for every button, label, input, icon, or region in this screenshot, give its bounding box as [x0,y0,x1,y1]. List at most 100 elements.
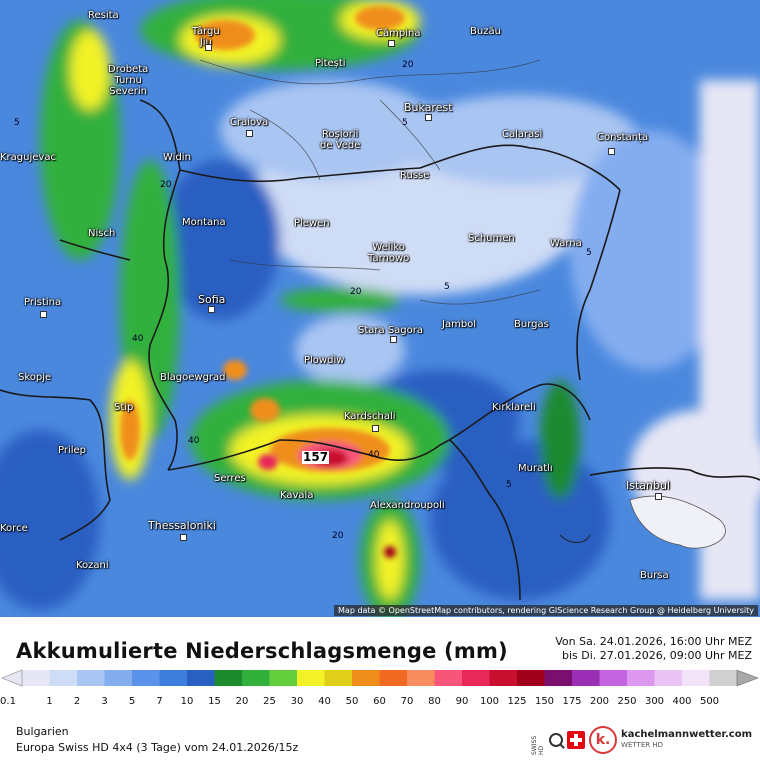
city-label: Pristina [24,297,62,308]
model-info: Europa Swiss HD 4x4 (3 Tage) vom 24.01.2… [16,741,299,754]
magnifier-icon [549,733,564,747]
city-label: Plowdiw [304,355,345,366]
scale-swatch [297,670,325,686]
scale-swatch [489,670,518,686]
city-marker [180,534,187,541]
scale-swatch [407,670,435,686]
city-label: Resita [88,10,119,21]
region-name: Bulgarien [16,725,69,738]
map-attribution: Map data © OpenStreetMap contributors, r… [334,605,758,616]
city-label: Constanța [597,132,649,143]
scale-label: 40 [318,696,331,707]
scale-label: 300 [645,696,664,707]
city-marker [608,148,615,155]
period-end: bis Di. 27.01.2026, 09:00 Uhr MEZ [562,649,752,662]
city-label: Kavala [280,490,314,501]
scale-label: 3 [101,696,107,707]
scale-label: 30 [291,696,304,707]
city-label: Russe [400,170,430,181]
contour-label: 5 [402,118,408,128]
scale-label: 90 [456,696,469,707]
scale-swatch [187,670,215,686]
city-label: Roșiorii de Vede [320,129,361,151]
scale-swatch [324,670,353,686]
city-label: Burgas [514,319,549,330]
contour-label: 20 [332,531,344,541]
city-label: Weliko Tarnowo [368,242,410,264]
scale-label: 5 [129,696,135,707]
city-marker [390,336,397,343]
city-label: Târgu Jiu [192,26,220,48]
scale-swatch [104,670,133,686]
color-scale: 0.1 1 2 3 5 7 10 15 20 25 30 40 50 60 70 80 90 100 125 150 1… [0,669,759,707]
city-label: Widin [163,152,191,163]
max-value-label: 157 [302,450,330,464]
country-borders [0,99,760,601]
scale-label: 70 [401,696,414,707]
city-marker [372,425,379,432]
scale-label: 80 [428,696,441,707]
contour-label: 20 [350,287,362,297]
forecast-period: Von Sa. 24.01.2026, 16:00 Uhr MEZ bis Di… [555,635,752,663]
scale-label: 50 [346,696,359,707]
scale-label: 2 [74,696,80,707]
brand-logo[interactable]: SWISS HD k. kachelmannwetter.com WETTER … [531,725,752,755]
city-label: Bukarest [404,101,453,114]
city-label: Kırklareli [492,402,536,413]
scale-label: 20 [236,696,249,707]
contour-label: 40 [132,334,144,344]
brand-name: kachelmannwetter.com [621,729,752,740]
precipitation-field [0,0,760,617]
city-label: Plewen [294,218,330,229]
city-marker [40,311,47,318]
scale-label: 0.1 [0,696,16,707]
scale-swatch [682,670,710,686]
precipitation-map[interactable]: Resita Târgu Jiu Câmpina Buzău Drobeta T… [0,0,760,617]
scale-swatch [242,670,270,686]
swiss-flag-icon [567,731,586,749]
city-label: Stip [114,402,134,413]
scale-max-arrow [736,669,759,687]
contour-label: 5 [506,480,512,490]
city-marker [205,44,212,51]
city-label: Sofia [198,293,226,306]
city-label: Kozani [76,560,109,571]
contour-label: 20 [160,180,172,190]
city-label: Kragujevac [0,152,56,163]
scale-swatch [627,670,655,686]
city-label: Calarasi [502,129,543,140]
swiss-hd-label: SWISS HD [531,735,546,755]
city-label: Jambol [442,319,477,330]
scale-label: 400 [672,696,691,707]
scale-label: 175 [562,696,581,707]
city-label: Bursa [640,570,669,581]
city-label: Stara Sagora [358,325,423,336]
scale-swatch [709,670,738,686]
city-marker [655,493,662,500]
scale-label: 10 [181,696,194,707]
scale-label: 60 [373,696,386,707]
scale-label: 250 [617,696,636,707]
scale-swatch [214,670,243,686]
city-label: Montana [182,217,226,228]
city-label: Thessaloniki [148,519,216,532]
scale-label: 100 [480,696,499,707]
scale-label: 200 [590,696,609,707]
scale-label: 25 [263,696,276,707]
scale-swatch [159,670,188,686]
brand-subtitle: WETTER HD [621,741,663,749]
city-label: Alexandroupoli [370,500,445,511]
city-marker [246,130,253,137]
scale-label: 1 [46,696,52,707]
scale-swatch [599,670,628,686]
scale-swatch [434,670,463,686]
contour-label: 40 [368,450,380,460]
city-label: Schumen [468,233,515,244]
city-label: Serres [214,473,246,484]
contour-label: 5 [444,282,450,292]
city-label: Blagoewgrad [160,372,226,383]
city-label: Drobeta Turnu Severin [108,64,149,97]
scale-min-arrow [1,669,23,687]
city-label: Muratlı [518,463,553,474]
scale-swatch [517,670,545,686]
